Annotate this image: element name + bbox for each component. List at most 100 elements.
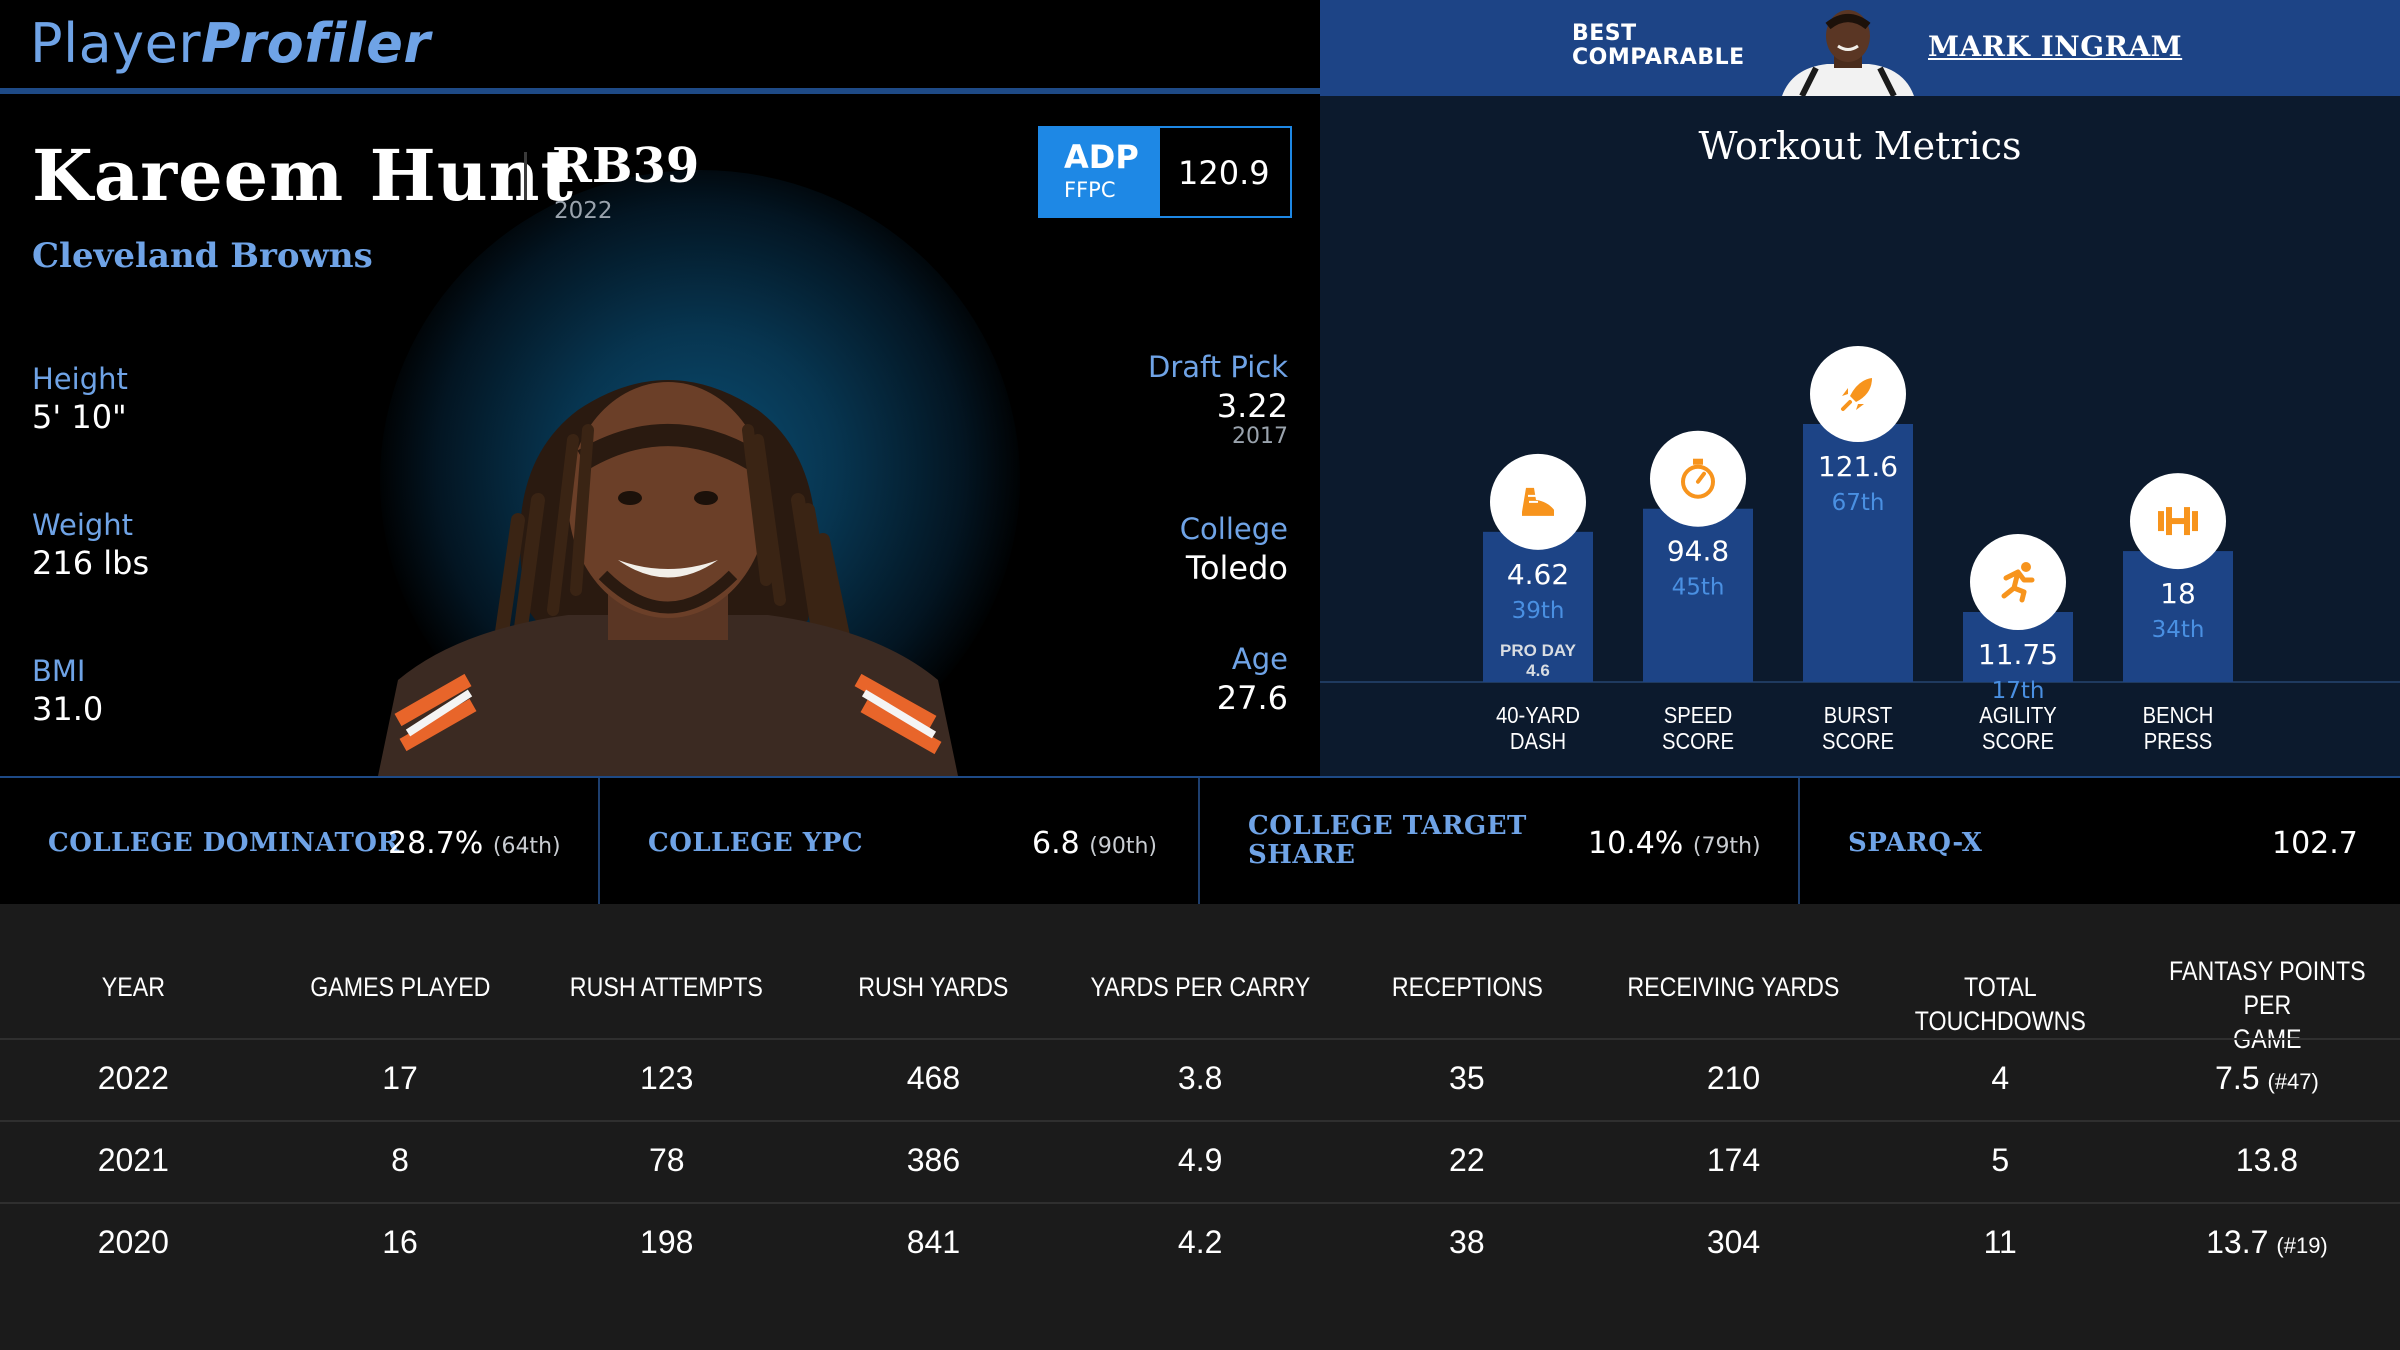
cell-value: 4	[1991, 1060, 2010, 1096]
fantasy-rank: (#19)	[2276, 1233, 2328, 1258]
cell-value: 5	[1991, 1142, 2010, 1178]
best-comparable-name[interactable]: MARK INGRAM	[1928, 30, 2183, 63]
table-cell: 16	[267, 1224, 534, 1261]
college-value: Toledo	[1185, 549, 1288, 587]
table-cell: 210	[1600, 1060, 1867, 1097]
metric-percentile: (90th)	[1089, 834, 1157, 859]
table-cell: 4.2	[1067, 1224, 1334, 1261]
logo-word-profiler: Profiler	[201, 12, 431, 75]
cell-value: 3.8	[1177, 1060, 1223, 1096]
metric-value: 10.4% (79th)	[1588, 826, 1761, 861]
cell-value: 16	[382, 1224, 418, 1260]
table-cell: 4	[1867, 1060, 2134, 1097]
cell-value: 304	[1706, 1224, 1761, 1260]
column-header[interactable]: GAMES PLAYED	[285, 970, 514, 1004]
metric-value: 11.75	[1978, 638, 2058, 671]
cell-value: 4.9	[1177, 1142, 1223, 1178]
column-header-label: GAMES PLAYED	[309, 972, 491, 1002]
draft-pick-value: 3.22	[1216, 387, 1288, 425]
column-header[interactable]: RECEIVING YARDS	[1619, 970, 1848, 1004]
bmi-value: 31.0	[32, 690, 104, 728]
header-divider	[0, 88, 1320, 94]
metric-college-dominator: COLLEGE DOMINATOR 28.7% (64th)	[0, 778, 600, 906]
metric-number: 102.7	[2272, 826, 2358, 861]
player-name: Kareem Hunt	[32, 134, 574, 217]
column-header[interactable]: YARDS PER CARRY	[1085, 970, 1314, 1004]
table-cell: 2022	[0, 1060, 267, 1097]
table-cell: 841	[800, 1224, 1067, 1261]
column-header-label: RECEPTIONS	[1391, 972, 1543, 1002]
metric-value: 28.7% (64th)	[388, 826, 561, 861]
metric-percentile: 17th	[1992, 678, 2045, 704]
column-header[interactable]: RUSH ATTEMPTS	[552, 970, 781, 1004]
column-header-label: RUSH ATTEMPTS	[570, 972, 764, 1002]
column-header[interactable]: TOTAL TOUCHDOWNS	[1886, 970, 2115, 1038]
cell-value: 4.2	[1177, 1224, 1223, 1260]
cell-value: 2022	[97, 1060, 169, 1096]
metric-label-line2: SHARE	[1248, 840, 1356, 870]
comparable-photo	[1782, 10, 1914, 96]
metric-label: COLLEGE TARGET SHARE	[1248, 812, 1527, 870]
rocket-icon	[1810, 346, 1906, 442]
cell-value: 8	[391, 1142, 409, 1178]
row-divider	[0, 1202, 2400, 1204]
metric-college-target-share: COLLEGE TARGET SHARE 10.4% (79th)	[1200, 778, 1800, 906]
height-value: 5' 10"	[32, 398, 127, 436]
table-cell: 2020	[0, 1224, 267, 1261]
cell-value: 2020	[97, 1224, 169, 1260]
table-row: 2020 16 198 841 4.2 38 304 11 13.7 (#19)	[0, 1204, 2400, 1284]
adp-label-box: ADP FFPC	[1040, 128, 1160, 216]
table-cell: 123	[533, 1060, 800, 1097]
metric-sparq-x: SPARQ-X 102.7	[1800, 778, 2400, 906]
cell-value: 2021	[97, 1142, 169, 1178]
best-comparable-label: BEST COMPARABLE	[1572, 22, 1745, 70]
stopwatch-icon	[1650, 430, 1746, 527]
best-comparable-label-line2: COMPARABLE	[1572, 45, 1745, 70]
age-value: 27.6	[1216, 679, 1288, 717]
row-divider	[0, 1038, 2400, 1040]
season-stats-table: YEAR GAMES PLAYED RUSH ATTEMPTS RUSH YARDS Y…	[0, 904, 2400, 1350]
cell-value: 38	[1449, 1224, 1485, 1260]
pro-day-label: PRO DAY	[1500, 641, 1577, 660]
cell-value: 468	[906, 1060, 961, 1096]
cell-value: 78	[648, 1142, 685, 1178]
table-cell: 386	[800, 1142, 1067, 1179]
adp-label: ADP	[1064, 138, 1139, 176]
metric-label-line1: SPEED	[1664, 702, 1733, 729]
cell-value: 17	[382, 1060, 418, 1096]
logo-word-player: Player	[30, 12, 202, 75]
column-header-label: RECEIVING YARDS	[1627, 972, 1840, 1002]
row-divider	[0, 1120, 2400, 1122]
draft-year: 2017	[1232, 424, 1288, 449]
column-header[interactable]: YEAR	[19, 970, 248, 1004]
metric-percentile: 67th	[1832, 490, 1885, 516]
position-rank: RB39	[552, 138, 700, 194]
metric-label-line1: BENCH	[2143, 702, 2214, 729]
cell-value: 210	[1706, 1060, 1761, 1096]
workout-metrics-title: Workout Metrics	[1698, 124, 2022, 168]
college-metrics-strip: COLLEGE DOMINATOR 28.7% (64th) COLLEGE Y…	[0, 776, 2400, 906]
metric-value: 4.62	[1507, 558, 1569, 591]
table-cell: 11	[1867, 1224, 2134, 1261]
column-header-label: YEAR	[101, 972, 165, 1002]
workout-panel: BEST COMPARABLE MARK INGRAM Workout Metr…	[1320, 0, 2400, 776]
team-name[interactable]: Cleveland Browns	[32, 236, 373, 276]
metric-label: COLLEGE YPC	[648, 828, 864, 858]
metric-percentile: (64th)	[492, 834, 561, 859]
metric-percentile: 39th	[1512, 598, 1565, 624]
shoe-icon	[1490, 453, 1586, 550]
table-cell: 198	[533, 1224, 800, 1261]
column-header[interactable]: RUSH YARDS	[819, 970, 1048, 1004]
metric-number: 10.4%	[1588, 826, 1684, 861]
column-header[interactable]: FANTASY POINTS PER GAME	[2152, 954, 2381, 1056]
table-cell: 38	[1334, 1224, 1601, 1261]
weight-label: Weight	[32, 508, 134, 542]
metric-label-line1: 40-YARD	[1496, 702, 1580, 729]
cell-value: 123	[640, 1060, 694, 1096]
height-label: Height	[32, 362, 128, 396]
site-logo[interactable]: PlayerProfiler	[30, 12, 430, 75]
column-header[interactable]: RECEPTIONS	[1352, 970, 1581, 1004]
